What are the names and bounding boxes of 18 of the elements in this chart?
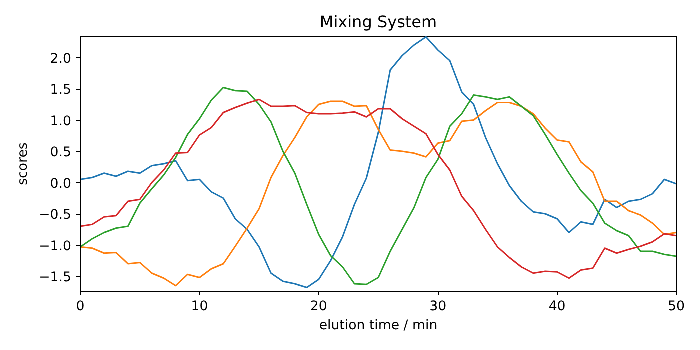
line-series bbox=[80, 36, 676, 288]
y-tick-label: 1.0 bbox=[50, 114, 72, 130]
y-axis-title: scores bbox=[16, 142, 32, 186]
y-tick-label: 0.5 bbox=[50, 146, 72, 160]
y-tick-label: 1.5 bbox=[50, 83, 72, 98]
x-axis-title: elution time / min bbox=[319, 318, 438, 334]
x-tick-label: 10 bbox=[191, 300, 208, 314]
y-tick-label: 0.0 bbox=[50, 176, 72, 192]
chart-title: Mixing System bbox=[320, 12, 438, 32]
x-tick-label: 50 bbox=[668, 300, 685, 314]
x-tick-label: 30 bbox=[430, 300, 447, 314]
y-tick-label: 2.0 bbox=[50, 52, 72, 67]
y-tick-label: −0.5 bbox=[39, 208, 72, 223]
y-tick-label: −1.5 bbox=[39, 270, 72, 286]
x-tick-label: 0 bbox=[76, 300, 85, 314]
x-tick-label: 40 bbox=[548, 300, 566, 314]
x-tick-label: 20 bbox=[310, 300, 328, 314]
y-tick-label: −1.0 bbox=[39, 239, 72, 254]
